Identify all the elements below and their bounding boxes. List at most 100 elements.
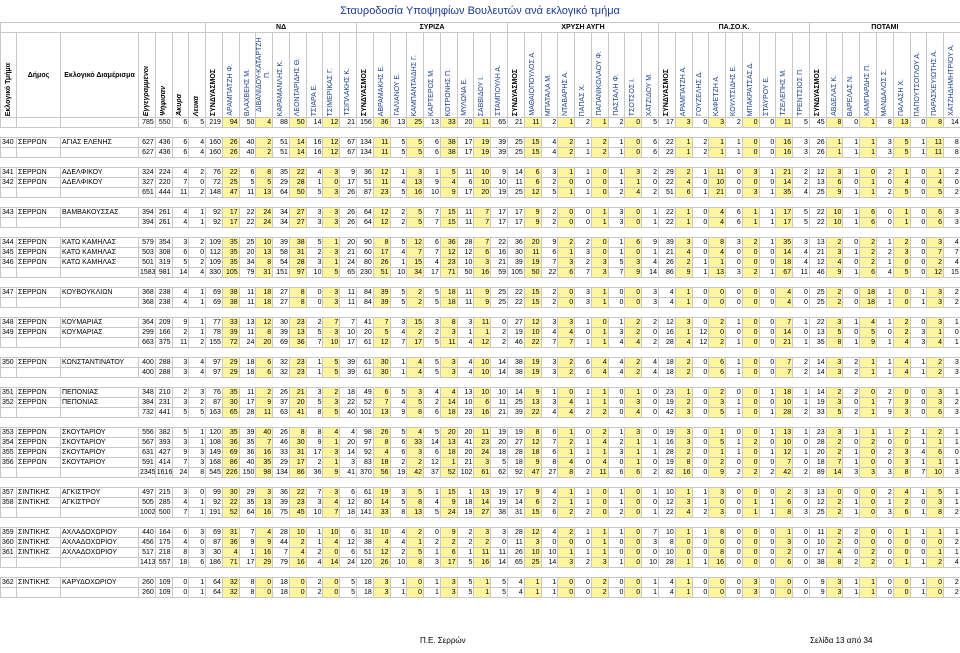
- header-cell: ΚΑΜΠΑΝΤΑΙΔΗΣ Γ.: [406, 32, 425, 118]
- value-cell: 1: [875, 367, 894, 378]
- value-cell: 0: [792, 577, 810, 588]
- footer-left: Π.Ε. Σερρών: [420, 636, 466, 645]
- value-cell: 2: [792, 177, 810, 188]
- value-cell: 4: [590, 367, 609, 378]
- value-cell: 6: [859, 217, 877, 228]
- value-cell: 25: [221, 177, 240, 188]
- value-cell: 24: [339, 557, 358, 568]
- value-cell: 1: [574, 387, 592, 398]
- value-cell: 1: [540, 587, 559, 598]
- value-cell: 2: [590, 137, 609, 148]
- value-cell: 50: [456, 267, 475, 278]
- value-cell: 0: [741, 327, 760, 338]
- value-cell: 2: [557, 137, 576, 148]
- value-cell: 36: [272, 487, 290, 498]
- value-cell: 32: [272, 367, 290, 378]
- value-cell: 6: [171, 527, 190, 538]
- value-cell: 5: [423, 287, 441, 298]
- value-cell: 51: [356, 177, 374, 188]
- value-cell: 2: [557, 237, 576, 248]
- value-cell: 10: [473, 387, 492, 398]
- value-cell: 72: [221, 337, 240, 348]
- value-cell: 9: [171, 317, 190, 328]
- value-cell: 219: [205, 117, 223, 128]
- value-cell: 1: [674, 327, 693, 338]
- value-cell: 8: [523, 427, 542, 438]
- value-cell: 4: [624, 407, 643, 418]
- value-cell: 1: [574, 527, 592, 538]
- value-cell: 3: [674, 317, 693, 328]
- value-cell: 400: [138, 367, 156, 378]
- value-cell: 2: [943, 167, 960, 178]
- value-cell: 10: [473, 177, 492, 188]
- value-cell: 5: [255, 177, 274, 188]
- candidate-header: ΤΖΕΛΕΠΗΣ Μ.: [780, 69, 788, 116]
- value-cell: 4: [943, 257, 960, 268]
- value-cell: 4: [909, 447, 928, 458]
- value-cell: 0: [909, 187, 928, 198]
- value-cell: 0: [423, 527, 441, 538]
- value-cell: 7: [473, 237, 492, 248]
- value-cell: 38: [439, 137, 458, 148]
- value-cell: 393: [154, 437, 173, 448]
- diamerisma-cell: ΑΧΛΑΔΟΧΩΡΙΟΥ: [60, 547, 139, 558]
- value-cell: 4: [171, 217, 190, 228]
- value-cell: 1: [758, 217, 777, 228]
- candidate-header: ΤΣΟΤΣΟΣ Ι.: [629, 77, 637, 116]
- value-cell: 0: [792, 327, 810, 338]
- value-cell: 22: [221, 167, 240, 178]
- empty-cell: [60, 507, 139, 518]
- value-cell: 4: [641, 367, 659, 378]
- value-cell: 1: [859, 577, 877, 588]
- value-cell: 120: [205, 427, 223, 438]
- value-cell: 0: [624, 527, 643, 538]
- subtotal-row: 260 109 0 1 64 32 8 0 18 0 2 0 5 18 3 1 0 1 3 5 1 5 4 1 1 0 0 2 0 0 1 4…: [0, 587, 960, 598]
- dimos-cell: ΣΕΡΡΩΝ: [16, 387, 61, 398]
- value-cell: 38: [507, 357, 525, 368]
- value-cell: 6: [423, 447, 441, 458]
- value-cell: 10: [456, 257, 475, 268]
- diamerisma-cell: ΣΚΟΥΤΑΡΙΟΥ: [60, 457, 139, 468]
- spacer-row: [0, 347, 960, 358]
- candidate-header: ΑΒΡΑΜΑΚΗΣ Ε.: [377, 64, 385, 116]
- value-cell: 12: [372, 207, 391, 218]
- value-cell: 0: [691, 297, 710, 308]
- value-cell: 99: [205, 487, 223, 498]
- value-cell: 3: [741, 587, 760, 598]
- value-cell: 3: [926, 497, 945, 508]
- value-cell: 1: [708, 147, 727, 158]
- value-cell: 34: [272, 217, 290, 228]
- value-cell: 0: [775, 577, 794, 588]
- value-cell: 3: [792, 507, 810, 518]
- value-cell: 24: [171, 467, 190, 478]
- value-cell: 3: [322, 217, 341, 228]
- value-cell: 0: [557, 297, 576, 308]
- value-cell: 1: [825, 137, 844, 148]
- value-cell: 120: [356, 557, 374, 568]
- value-cell: 0: [255, 587, 274, 598]
- section-row: 340 ΣΕΡΡΩΝ ΑΓΙΑΣ ΕΛΕΝΗΣ 627 436 6 4 160 26 40 2 51 1…: [0, 137, 960, 148]
- value-cell: 6: [540, 507, 559, 518]
- value-cell: 67: [775, 267, 794, 278]
- value-cell: 1: [557, 487, 576, 498]
- value-cell: 0: [557, 217, 576, 228]
- subtotal-row: 368 238 4 1 69 38 11 18 27 8 0 3 11 84 39 5 2 5 18 11 9 25 22 1…: [0, 297, 960, 308]
- value-cell: 1: [842, 267, 861, 278]
- value-cell: 0: [842, 487, 861, 498]
- value-cell: 13: [288, 327, 307, 338]
- value-cell: 4: [590, 457, 609, 468]
- value-cell: 10: [808, 537, 827, 548]
- value-cell: 3: [943, 467, 960, 478]
- value-cell: 6: [674, 187, 693, 198]
- value-cell: 61: [356, 337, 374, 348]
- value-cell: 44: [272, 537, 290, 548]
- tmima-cell: 346: [0, 257, 17, 268]
- value-cell: 14: [540, 557, 559, 568]
- value-cell: 0: [624, 547, 643, 558]
- value-cell: 1: [792, 387, 810, 398]
- value-cell: 1: [909, 557, 928, 568]
- value-cell: 7: [171, 177, 190, 188]
- value-cell: 1: [943, 527, 960, 538]
- value-cell: 3: [775, 537, 794, 548]
- value-cell: 11: [490, 547, 509, 558]
